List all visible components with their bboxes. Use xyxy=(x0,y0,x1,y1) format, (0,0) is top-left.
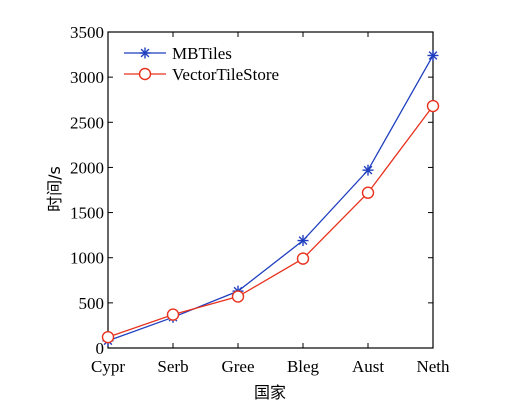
y-axis-label: 时间/s xyxy=(45,166,64,212)
y-tick-label: 3000 xyxy=(70,68,104,87)
star-marker xyxy=(297,235,309,247)
series-line xyxy=(107,55,434,342)
y-tick-label: 500 xyxy=(79,294,105,313)
star-stroke xyxy=(298,236,308,245)
plot-border xyxy=(107,31,434,349)
legend-item: MBTiles xyxy=(124,44,232,63)
x-tick-label: Bleg xyxy=(287,357,320,376)
x-axis-label: 国家 xyxy=(254,383,286,402)
circle-marker xyxy=(138,67,152,81)
star-stroke xyxy=(363,165,373,175)
legend-item: VectorTileStore xyxy=(124,65,279,84)
x-tick-label: Cypr xyxy=(91,357,125,376)
series-vectortilestore xyxy=(101,99,440,344)
circle-marker xyxy=(101,330,115,344)
legend-label: MBTiles xyxy=(172,44,232,63)
star-marker xyxy=(427,49,439,61)
legend: MBTiles VectorTileStore xyxy=(124,44,279,84)
y-tick-label: 2000 xyxy=(70,158,104,177)
y-tick-label: 2500 xyxy=(70,113,104,132)
series-line xyxy=(107,105,434,338)
circle-marker xyxy=(166,308,180,321)
circle-marker xyxy=(231,290,245,303)
x-tick-label: Serb xyxy=(157,357,188,376)
y-tick-label: 3500 xyxy=(70,23,104,42)
x-tick-label: Neth xyxy=(416,357,450,376)
star-stroke xyxy=(428,51,438,60)
star-marker xyxy=(139,47,151,59)
y-tick-label: 1000 xyxy=(70,249,104,268)
series-mbtiles xyxy=(102,49,439,347)
star-stroke xyxy=(140,48,150,58)
plot-frame xyxy=(107,31,434,349)
series-layer xyxy=(101,49,440,347)
y-tick-label: 1500 xyxy=(70,204,104,223)
star-marker xyxy=(362,164,374,176)
legend-label: VectorTileStore xyxy=(172,65,279,84)
x-tick-label: Aust xyxy=(352,357,384,376)
y-tick-label: 0 xyxy=(96,339,105,358)
circle-marker xyxy=(426,99,440,113)
x-axis-ticks: Cypr Serb Gree Bleg Aust Neth xyxy=(91,32,450,376)
x-tick-label: Gree xyxy=(221,357,254,376)
y-axis-ticks: 0 500 1000 1500 2000 2500 3000 3500 xyxy=(70,23,433,358)
circle-marker xyxy=(361,186,375,199)
circle-marker xyxy=(296,252,310,265)
